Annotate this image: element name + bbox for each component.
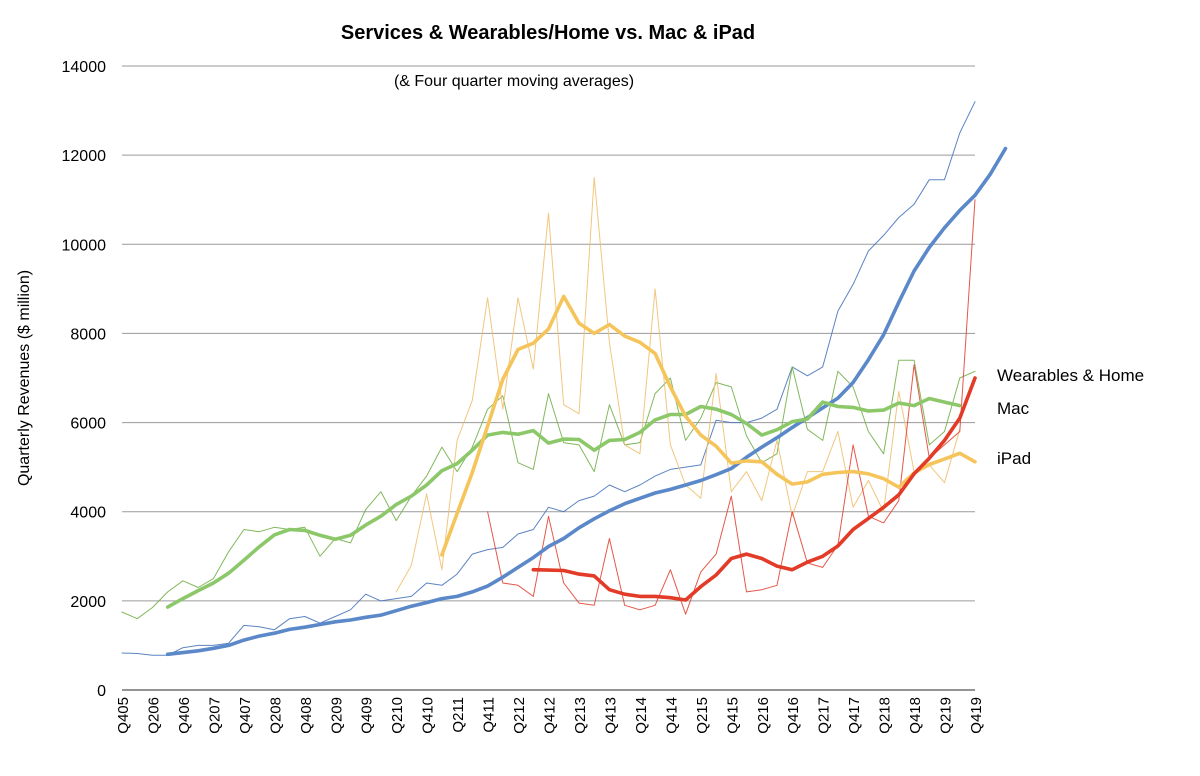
y-tick-label: 10000 <box>62 237 107 254</box>
x-tick-label: Q219 <box>938 697 955 734</box>
x-axis-ticks: Q405 Q206 Q406 Q207 Q407 Q208 Q408 Q209 Q409 Q210… <box>115 697 985 734</box>
x-tick-label: Q218 <box>877 697 894 734</box>
x-tick-label: Q406 <box>176 697 193 734</box>
x-tick-label: Q210 <box>389 697 406 734</box>
x-tick-label: Q415 <box>724 697 741 734</box>
series-lines <box>121 101 1008 657</box>
y-tick-label: 8000 <box>70 326 106 343</box>
chart-title: Services & Wearables/Home vs. Mac & iPad <box>341 22 755 44</box>
series-line-ipad-4q-avg <box>440 294 977 557</box>
legend-label-mac: Mac <box>997 399 1030 418</box>
series-line-mac <box>121 359 976 620</box>
y-tick-label: 4000 <box>70 505 106 522</box>
x-tick-label: Q412 <box>542 697 559 734</box>
x-tick-label: Q419 <box>968 697 985 734</box>
series-line-ipad <box>395 176 961 593</box>
x-tick-label: Q413 <box>602 697 619 734</box>
x-tick-label: Q213 <box>572 697 589 734</box>
y-tick-label: 6000 <box>70 416 106 433</box>
x-tick-label: Q416 <box>785 697 802 734</box>
x-tick-label: Q411 <box>481 697 498 733</box>
x-tick-label: Q408 <box>298 697 315 734</box>
x-tick-label: Q216 <box>755 697 772 734</box>
y-tick-label: 12000 <box>62 148 107 165</box>
series-line-wearables-home-4q-avg <box>531 376 977 602</box>
x-tick-label: Q211 <box>450 697 467 733</box>
legend-label-ipad: iPad <box>997 449 1031 468</box>
x-tick-label: Q407 <box>237 697 254 734</box>
x-tick-label: Q405 <box>115 697 132 734</box>
x-tick-label: Q212 <box>511 697 528 734</box>
x-tick-label: Q214 <box>633 697 650 734</box>
y-axis-ticks: 0 2000 4000 6000 8000 10000 12000 14000 <box>62 59 107 700</box>
y-tick-label: 2000 <box>70 594 106 611</box>
y-tick-label: 0 <box>97 683 106 700</box>
series-line-wearables-home <box>487 199 976 615</box>
x-tick-label: Q409 <box>359 697 376 734</box>
series-line-services <box>121 101 976 656</box>
x-tick-label: Q414 <box>663 697 680 734</box>
x-tick-label: Q215 <box>694 697 711 734</box>
legend: Wearables & Home Mac iPad <box>997 366 1144 468</box>
x-tick-label: Q217 <box>816 697 833 734</box>
chart-subtitle: (& Four quarter moving averages) <box>394 73 634 90</box>
legend-label-wearables-home: Wearables & Home <box>997 366 1144 385</box>
x-tick-label: Q209 <box>328 697 345 734</box>
x-tick-label: Q207 <box>206 697 223 734</box>
x-tick-label: Q410 <box>420 697 437 734</box>
x-tick-label: Q417 <box>846 697 863 734</box>
y-tick-label: 14000 <box>62 59 107 76</box>
series-line-mac-4q-avg <box>165 396 962 609</box>
x-tick-label: Q206 <box>145 697 162 734</box>
x-tick-label: Q418 <box>907 697 924 734</box>
x-tick-label: Q208 <box>267 697 284 734</box>
gridlines <box>122 65 975 691</box>
y-axis-label: Quarterly Revenues ($ million) <box>16 270 33 486</box>
series-line-services-4q-avg <box>165 146 1008 657</box>
